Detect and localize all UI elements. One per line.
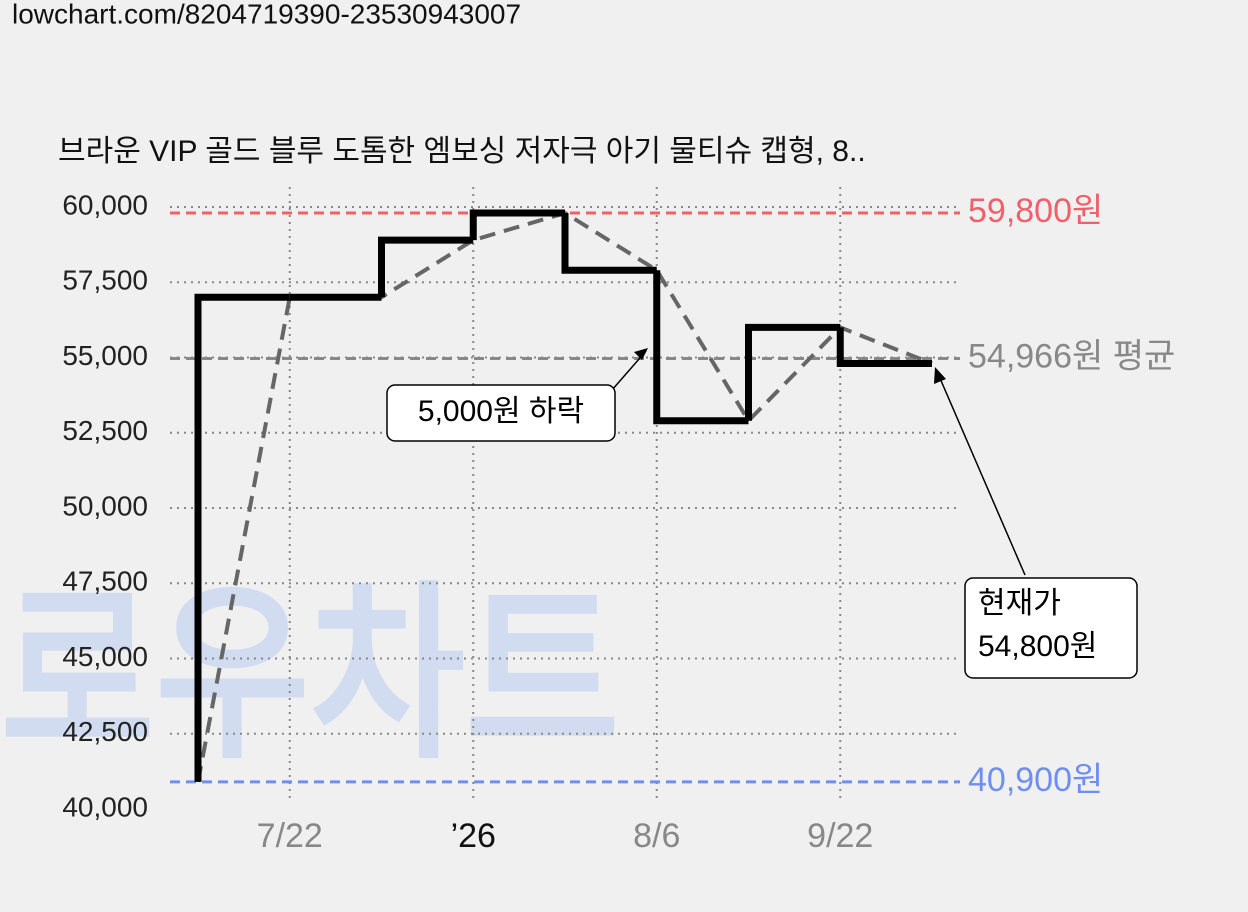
- y-tick-label: 47,500: [62, 566, 148, 597]
- y-tick-label: 50,000: [62, 490, 148, 521]
- annotation-text: 현재가: [978, 587, 1061, 620]
- y-tick-label: 42,500: [62, 716, 148, 747]
- reference-label: 40,900원: [968, 761, 1103, 799]
- y-tick-label: 40,000: [62, 791, 148, 822]
- arrowhead: [634, 348, 648, 360]
- x-tick-label: 8/6: [633, 817, 680, 855]
- price-step: [836, 327, 932, 368]
- y-tick-label: 45,000: [62, 641, 148, 672]
- annotation-text: 54,800원: [978, 630, 1097, 663]
- y-tick-label: 57,500: [62, 265, 148, 296]
- watermark: 로우차트: [0, 569, 620, 781]
- chart-title: 브라운 VIP 골드 블루 도톰한 엠보싱 저자극 아기 물티슈 캡형, 8..: [58, 135, 866, 168]
- price-step: [653, 270, 749, 425]
- y-tick-label: 52,500: [62, 415, 148, 446]
- price-step: [561, 213, 657, 274]
- url: lowchart.com/8204719390-23530943007: [12, 0, 521, 29]
- price-step: [194, 293, 290, 782]
- annotation-box: [964, 577, 1138, 679]
- arrowhead: [934, 367, 946, 384]
- x-tick-label: ’26: [451, 817, 496, 855]
- reference-label: 59,800원: [968, 192, 1103, 230]
- price-step: [378, 236, 474, 298]
- annotation-text: 5,000원 하락: [418, 395, 584, 428]
- y-tick-label: 60,000: [62, 189, 148, 220]
- x-tick-label: 9/22: [807, 817, 873, 855]
- reference-label: 54,966원 평균: [968, 338, 1175, 376]
- annotation-drop: 5,000원 하락: [386, 348, 648, 442]
- y-tick-label: 55,000: [62, 340, 148, 371]
- x-tick-label: 7/22: [257, 817, 323, 855]
- price-step: [745, 323, 841, 421]
- arrow: [938, 375, 1026, 576]
- price-step: [469, 209, 565, 241]
- annotation-current: 현재가 54,800원: [934, 367, 1138, 679]
- annotation-box: [386, 384, 616, 442]
